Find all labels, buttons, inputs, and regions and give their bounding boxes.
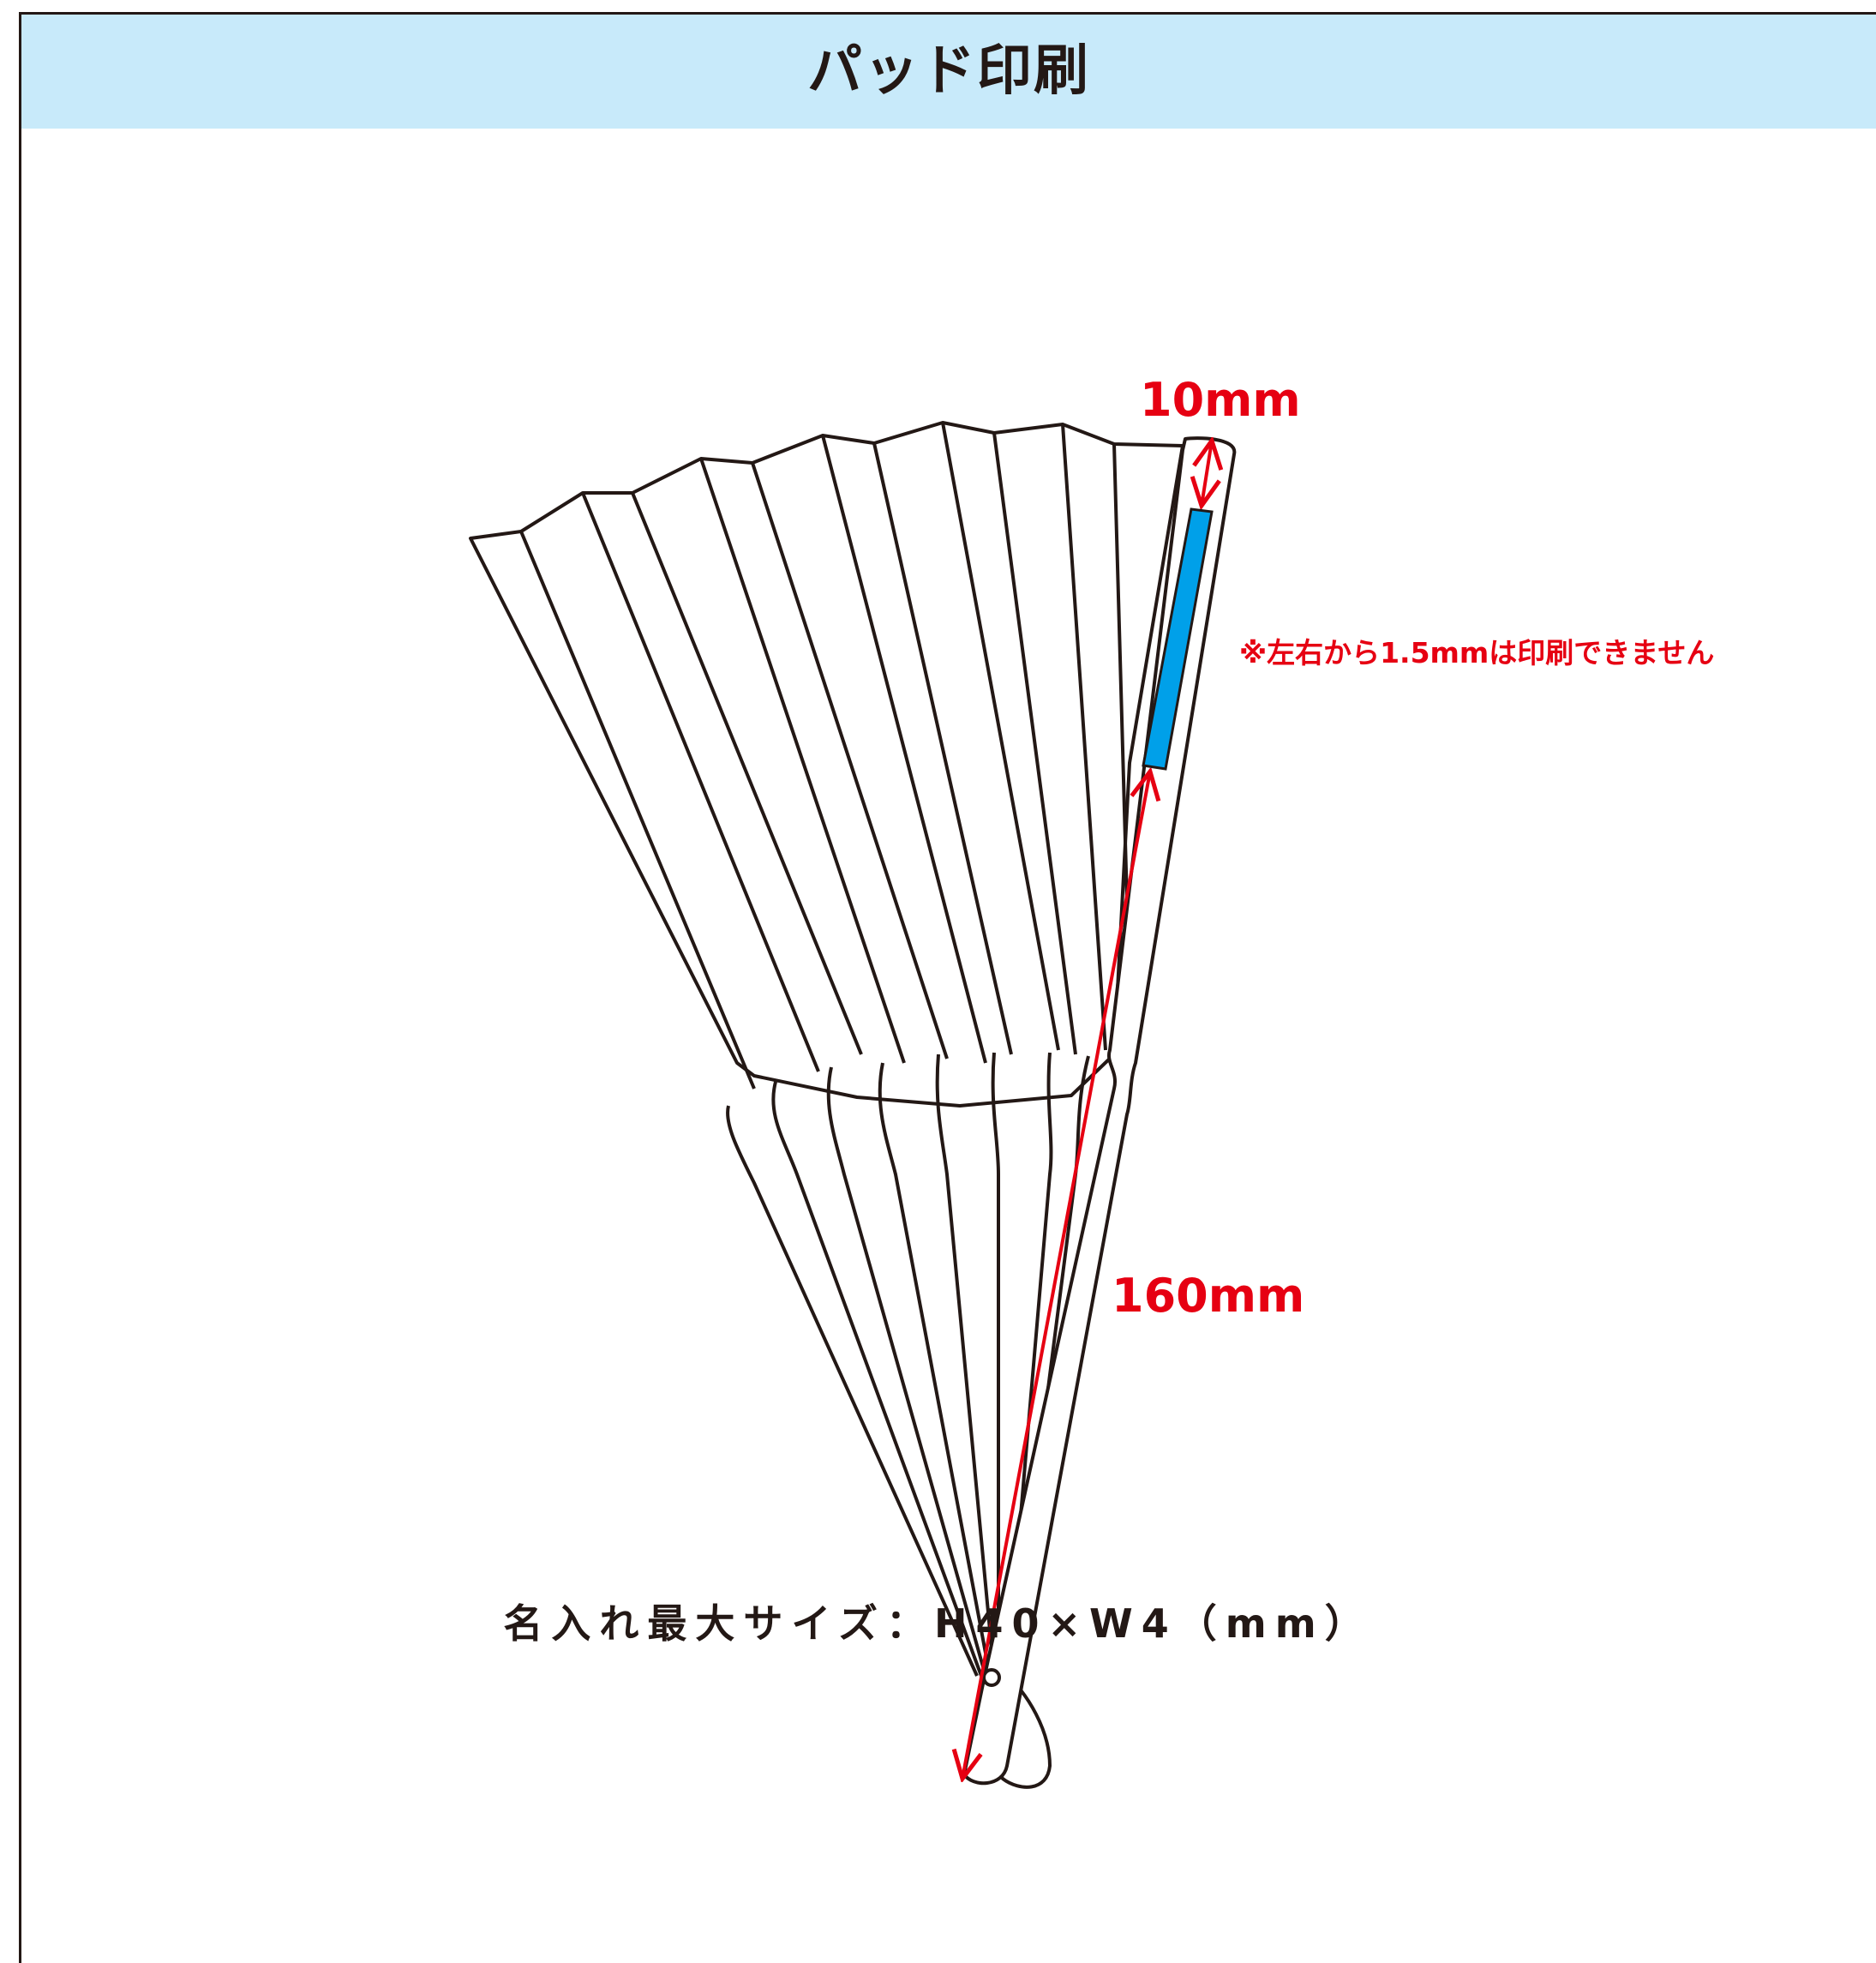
margin-note: ※左右から1.5mmは印刷できません [1239,636,1715,669]
dimension-arrow-10mm [1202,441,1212,506]
page-frame: パッド印刷 [19,12,1876,1963]
max-print-size: 名入れ最大サイズ：H40×W4（mm） [503,1600,1373,1647]
top-dimension-label: 10mm [1140,373,1301,427]
dimension-arrow-160mm [962,771,1150,1779]
pleat-lines [519,422,1133,1090]
print-area [1142,507,1214,771]
fan-outline [469,421,1184,1789]
pivot-rivet [982,1668,1001,1687]
header-bar: パッド印刷 [21,15,1876,129]
length-dimension-label: 160mm [1112,1269,1305,1323]
page-title: パッド印刷 [807,39,1090,103]
fan-leaf [469,421,1184,1108]
